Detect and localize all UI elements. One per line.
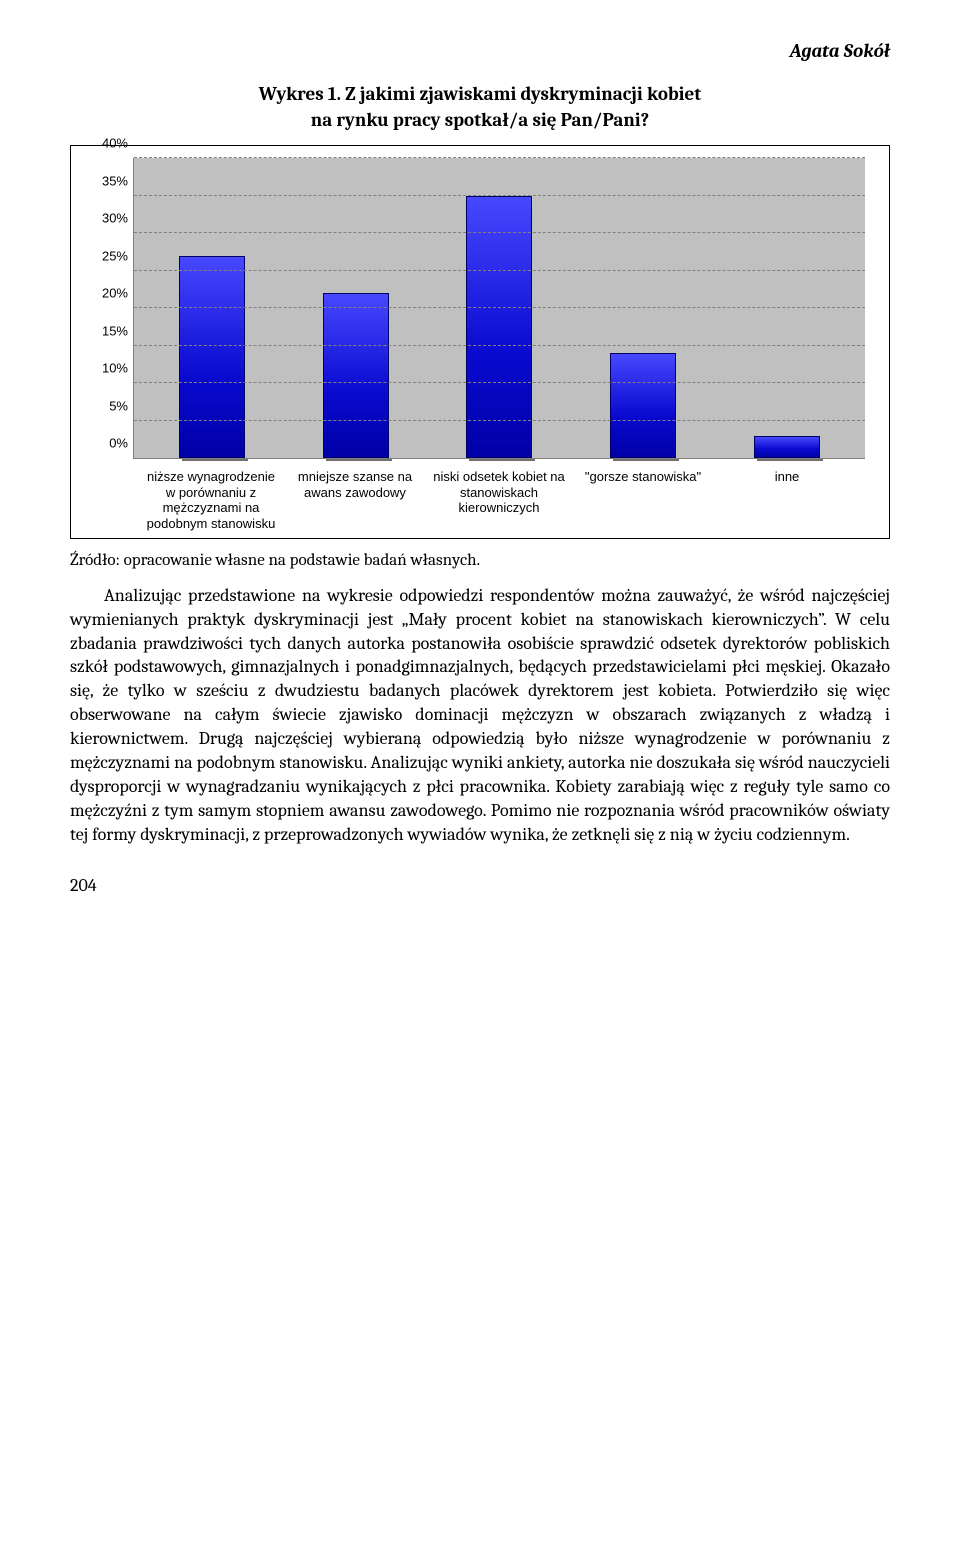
y-tick-label: 15% [88, 323, 128, 338]
figure-caption: Wykres 1. Z jakimi zjawiskami dyskrymina… [130, 82, 830, 133]
y-tick-label: 40% [88, 136, 128, 151]
grid-line [134, 195, 865, 196]
x-tick-label: "gorsze stanowiska" [571, 469, 715, 531]
y-tick-label: 35% [88, 173, 128, 188]
grid-line [134, 232, 865, 233]
bars-container [134, 158, 865, 458]
bar [323, 293, 389, 458]
bar-chart: 0%5%10%15%20%25%30%35%40% niższe wynagro… [70, 145, 890, 538]
bar [610, 353, 676, 458]
page-number: 204 [70, 875, 890, 896]
bar-slot [571, 158, 715, 458]
caption-line-1: Wykres 1. Z jakimi zjawiskami dyskrymina… [259, 83, 701, 105]
y-tick-label: 0% [88, 436, 128, 451]
x-tick-label: niższe wynagrodzenie w porównaniu z mężc… [139, 469, 283, 531]
grid-line [134, 345, 865, 346]
grid-line [134, 420, 865, 421]
caption-line-2: na rynku pracy spotkał/a się Pan/Pani? [311, 109, 649, 131]
x-tick-label: inne [715, 469, 859, 531]
x-axis-labels: niższe wynagrodzenie w porównaniu z mężc… [133, 463, 865, 531]
bar-face [323, 293, 389, 458]
bar-face [754, 436, 820, 459]
bar [179, 256, 245, 459]
bar-face [610, 353, 676, 458]
bar-slot [428, 158, 572, 458]
body-paragraph: Analizując przedstawione na wykresie odp… [70, 584, 890, 847]
y-tick-label: 25% [88, 248, 128, 263]
y-tick-label: 20% [88, 286, 128, 301]
bar [754, 436, 820, 459]
plot-area: 0%5%10%15%20%25%30%35%40% [133, 158, 865, 459]
grid-line [134, 382, 865, 383]
y-tick-label: 5% [88, 398, 128, 413]
grid-line [134, 307, 865, 308]
y-tick-label: 10% [88, 361, 128, 376]
figure-source: Źródło: opracowanie własne na podstawie … [70, 551, 890, 570]
x-tick-label: mniejsze szanse na awans zawodowy [283, 469, 427, 531]
grid-line [134, 157, 865, 158]
bar-face [179, 256, 245, 459]
bar-slot [140, 158, 284, 458]
author-name: Agata Sokół [70, 40, 890, 62]
grid-line [134, 270, 865, 271]
bar-slot [284, 158, 428, 458]
y-tick-label: 30% [88, 211, 128, 226]
bar-slot [715, 158, 859, 458]
x-tick-label: niski odsetek kobiet na stanowiskach kie… [427, 469, 571, 531]
